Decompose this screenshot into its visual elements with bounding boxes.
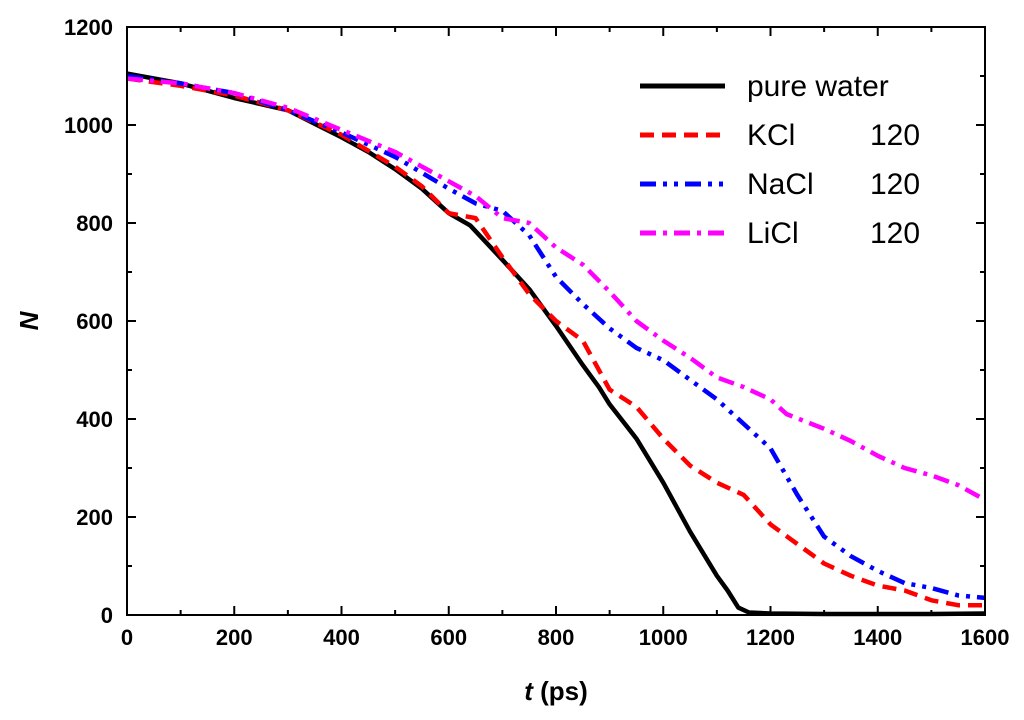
- y-axis-title: N: [14, 310, 44, 330]
- x-tick-label: 800: [538, 625, 575, 650]
- legend-label-0: pure water: [747, 70, 889, 103]
- y-tick-label: 200: [76, 505, 113, 530]
- x-tick-label: 400: [323, 625, 360, 650]
- x-tick-label: 1000: [639, 625, 688, 650]
- x-tick-label: 600: [430, 625, 467, 650]
- y-tick-label: 0: [101, 603, 113, 628]
- legend: pure water KCl 120 NaCl 120 LiCl 120: [640, 70, 920, 250]
- series-line-2: [126, 73, 986, 601]
- series-lines: [126, 71, 987, 617]
- legend-label-1: KCl: [747, 119, 795, 152]
- legend-value-3: 120: [870, 217, 920, 250]
- legend-label-3: LiCl: [747, 217, 799, 250]
- x-tick-labels: 0 200 400 600 800 1000 1200 1400 1600: [121, 625, 1010, 650]
- y-tick-label: 800: [76, 211, 113, 236]
- x-tick-label: 1600: [961, 625, 1010, 650]
- legend-label-2: NaCl: [747, 168, 814, 201]
- y-tick-label: 1000: [64, 113, 113, 138]
- series-line-3: [126, 76, 987, 502]
- x-tick-label: 200: [216, 625, 253, 650]
- x-axis-variable: t: [524, 676, 534, 706]
- y-tick-label: 1200: [64, 15, 113, 40]
- legend-value-2: 120: [870, 168, 920, 201]
- legend-value-1: 120: [870, 119, 920, 152]
- plot-frame: [126, 26, 986, 616]
- x-tick-label: 1400: [853, 625, 902, 650]
- y-tick-labels: 0 200 400 600 800 1000 1200: [64, 15, 113, 628]
- series-line-1: [126, 76, 985, 608]
- x-tick-label: 0: [121, 625, 133, 650]
- series-line-0: [126, 71, 986, 617]
- y-tick-label: 400: [76, 407, 113, 432]
- x-axis-unit: (ps): [533, 676, 588, 706]
- x-tick-label: 1200: [746, 625, 795, 650]
- x-axis-title: t (ps): [524, 676, 588, 706]
- y-tick-label: 600: [76, 309, 113, 334]
